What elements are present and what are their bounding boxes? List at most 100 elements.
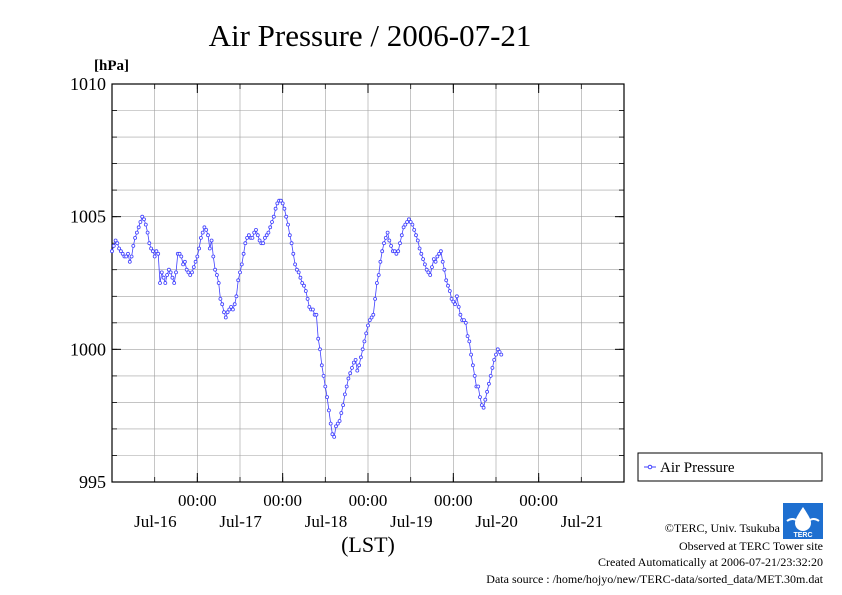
data-point [287,233,292,238]
data-point [479,403,484,408]
data-point [325,395,330,400]
data-point [346,376,351,381]
y-tick-label: 1010 [70,74,106,94]
data-point [273,206,278,211]
data-point [110,249,114,254]
data-point [170,275,175,280]
data-point [190,270,194,275]
plot-frame [111,83,625,483]
y-tick-label: 995 [79,472,106,492]
data-point [239,262,244,267]
data-point [268,225,273,230]
data-point [134,230,139,235]
data-point [163,281,168,285]
legend-label: Air Pressure [660,460,735,476]
data-point [321,373,326,378]
data-point [280,201,285,206]
data-point [156,251,161,256]
data-point [456,304,461,309]
data-point [332,434,337,439]
data-point [326,408,331,413]
data-point [223,315,228,320]
chart-title: Air Pressure / 2006-07-21 [209,18,532,53]
data-point [234,294,239,299]
legend-marker [647,464,653,470]
data-point [182,259,187,264]
data-point [243,241,248,246]
x-axis-label: (LST) [341,532,395,557]
data-point [485,389,490,394]
data-point [129,254,134,259]
x-tick-date-label: Jul-21 [561,512,604,531]
data-point [184,267,189,272]
data-point [195,254,200,259]
data-point [154,249,159,254]
data-point [426,270,431,275]
data-point [437,251,442,256]
data-point [344,384,349,389]
data-point [278,198,283,203]
data-point [252,230,257,235]
data-point [262,235,267,240]
x-tick-time-label: 00:00 [178,491,217,510]
footer-created: Created Automatically at 2006-07-21/23:3… [598,555,823,569]
data-point [255,233,260,238]
data-point [419,251,424,256]
data-point [382,241,386,246]
footer-observed: Observed at TERC Tower site [679,539,823,553]
data-point [433,259,438,264]
data-point [438,249,443,254]
data-point [300,281,305,285]
data-point [204,227,209,232]
data-point [142,217,146,222]
data-point [289,241,294,246]
data-point [415,238,420,243]
data-point [275,201,280,206]
data-point [113,238,118,243]
data-point [165,273,170,277]
footer-copyright: ©TERC, Univ. Tsukuba [665,521,781,535]
data-point [230,307,235,312]
data-point [227,307,232,312]
data-point [454,294,459,299]
data-point [126,251,130,256]
data-point [238,270,242,275]
data-point [188,273,193,277]
data-point [497,350,502,354]
data-point [451,299,456,304]
data-point [250,235,255,240]
data-point [136,225,141,230]
legend-box [637,452,823,482]
data-point [424,267,429,272]
data-point [296,270,301,275]
data-point [463,320,468,325]
data-point [198,235,203,240]
data-point [222,310,226,315]
data-point [486,381,491,386]
data-point [245,235,250,240]
data-point [465,334,470,339]
data-point [362,339,367,344]
data-point [444,278,449,283]
data-point [261,241,266,246]
data-point [246,233,251,238]
data-point [367,318,372,323]
data-point [401,225,406,230]
data-point [206,233,210,238]
data-point [158,281,162,285]
data-point [357,363,362,368]
data-point [495,347,500,352]
data-point [282,206,287,211]
data-point [467,339,472,344]
data-point [470,363,475,368]
footer-source: Data source : /home/hojyo/new/TERC-data/… [486,572,823,586]
data-point [314,312,319,317]
data-point [168,270,173,275]
x-tick-time-label: 00:00 [263,491,302,510]
data-point [490,365,495,370]
data-point [181,262,186,267]
data-point [323,384,328,389]
data-point [115,241,120,246]
data-point [431,257,436,262]
data-point [111,243,116,248]
